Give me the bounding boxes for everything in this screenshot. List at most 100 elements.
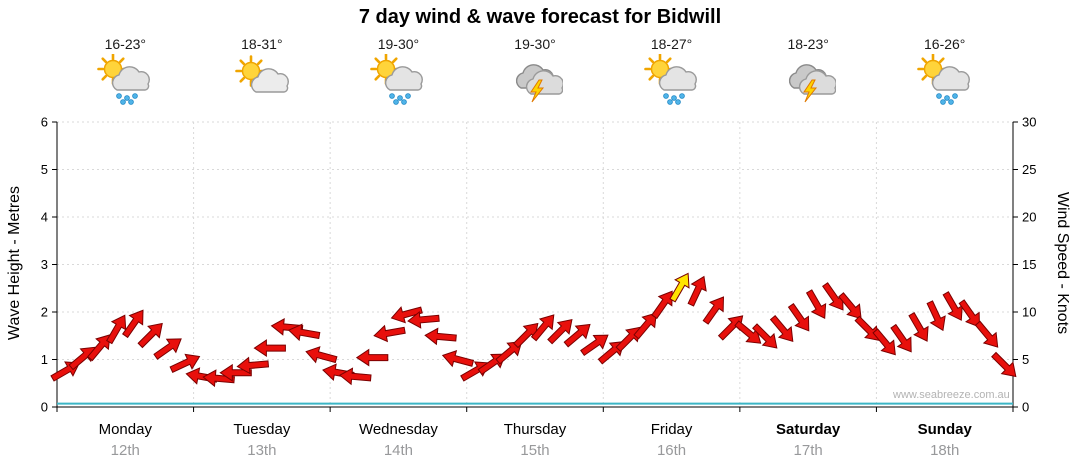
day-headers-row: 16-23° 18-31° 19-30° 19-30° 18-27° 18-23° 16-2…: [0, 36, 1080, 122]
wind-arrow: [305, 346, 338, 364]
wind-arrow-shape: [424, 327, 457, 346]
wind-arrow-shape: [390, 306, 423, 324]
wind-arrow-shape: [563, 323, 591, 348]
x-axis-day: Wednesday 14th: [328, 421, 468, 459]
wind-arrow-shape: [991, 351, 1017, 378]
day-name: Tuesday: [233, 421, 291, 438]
day-header: 19-30°: [475, 36, 595, 113]
wind-arrow: [787, 302, 810, 332]
wind-arrow-shape: [734, 320, 762, 344]
wind-arrow: [563, 323, 591, 348]
wind-arrow: [287, 323, 321, 342]
right-tick-label: 15: [1022, 257, 1036, 272]
left-tick-label: 6: [41, 115, 48, 130]
right-tick-label: 0: [1022, 400, 1029, 415]
wind-arrow-shape: [355, 348, 389, 367]
wind-arrow-shape: [838, 292, 862, 320]
day-name: Thursday: [503, 421, 567, 438]
highlight-wind-arrow: [669, 272, 690, 303]
day-date: 13th: [247, 442, 277, 459]
x-axis-day: Monday 12th: [55, 421, 195, 459]
wind-arrow: [805, 289, 827, 320]
wind-arrows: [50, 272, 1017, 388]
left-tick-label: 3: [41, 257, 48, 272]
wind-arrow: [495, 341, 523, 365]
right-axis-label: Wind Speed - Knots: [1054, 191, 1071, 335]
wind-arrow: [547, 319, 573, 345]
wind-arrow-shape: [974, 320, 999, 348]
sun-cloud-rain-icon: [612, 54, 732, 113]
sun-cloud-rain-icon: [338, 54, 458, 113]
wind-arrow-shape: [787, 302, 810, 332]
day-header: 19-30°: [338, 36, 458, 113]
day-name: Sunday: [917, 421, 972, 438]
wind-arrow: [390, 306, 423, 324]
wind-arrow-shape: [530, 314, 555, 342]
wind-arrow: [734, 320, 762, 344]
day-date: 17th: [793, 442, 823, 459]
wind-arrow-shape: [153, 338, 182, 360]
day-date: 12th: [110, 442, 140, 459]
gridlines: [57, 121, 1013, 407]
wind-arrow-shape: [580, 334, 609, 357]
wind-arrow-shape: [926, 300, 946, 332]
left-tick-label: 4: [41, 210, 48, 225]
wind-arrow: [338, 367, 372, 386]
day-header: 16-26°: [885, 36, 1005, 113]
wind-arrow: [942, 291, 963, 321]
wind-arrow: [872, 328, 896, 356]
day-header: 18-27°: [612, 36, 732, 113]
left-tick-label: 0: [41, 400, 48, 415]
wind-arrow: [137, 322, 163, 349]
day-date: 16th: [656, 442, 687, 459]
wind-arrow: [355, 348, 389, 367]
left-tick-label: 2: [41, 305, 48, 320]
wind-arrow: [838, 292, 862, 320]
wind-arrow-shape: [958, 299, 980, 328]
wind-arrow-shape: [687, 275, 707, 307]
wind-arrow: [530, 314, 555, 342]
wind-arrow-shape: [547, 319, 573, 345]
day-date: 18th: [930, 442, 960, 459]
storm-icon: [475, 54, 595, 113]
wind-arrow-shape: [908, 312, 929, 342]
wind-arrow-shape: [236, 356, 270, 375]
wind-arrow-shape: [669, 272, 690, 303]
wind-arrow: [441, 349, 475, 368]
axes: 0 1 2 3 4 5 6 0 5 10 15 20 25 30: [41, 115, 1037, 415]
wind-arrow: [407, 311, 440, 329]
x-axis-day: Tuesday 13th: [192, 421, 332, 459]
wind-arrow-shape: [890, 323, 912, 353]
wind-arrow: [890, 323, 912, 353]
wind-arrow: [633, 312, 657, 340]
day-header: 16-23°: [65, 36, 185, 113]
sun-cloud-icon: [202, 54, 322, 113]
wind-arrow: [974, 320, 999, 348]
day-name: Monday: [98, 421, 152, 438]
x-axis-day: Friday 16th: [602, 421, 742, 459]
wind-arrow: [153, 338, 182, 360]
wind-arrow-shape: [633, 312, 657, 340]
wind-arrow-shape: [253, 339, 286, 358]
wind-arrow-shape: [854, 315, 880, 342]
wind-arrow: [958, 299, 980, 328]
storm-icon: [748, 54, 868, 113]
right-tick-label: 30: [1022, 115, 1036, 130]
wind-arrow: [908, 312, 929, 342]
wind-arrow: [752, 323, 778, 349]
wind-arrow: [106, 314, 127, 345]
wind-arrow-shape: [338, 367, 372, 386]
day-header: 18-23°: [748, 36, 868, 113]
wind-arrow-shape: [942, 291, 963, 321]
right-tick-label: 25: [1022, 162, 1036, 177]
x-axis-day: Thursday 15th: [465, 421, 605, 459]
right-tick-label: 20: [1022, 210, 1036, 225]
day-name: Wednesday: [358, 421, 438, 438]
wind-arrow: [991, 351, 1017, 378]
wind-arrow: [854, 315, 880, 342]
wind-arrow: [253, 339, 286, 358]
wind-arrow: [373, 324, 406, 343]
left-tick-label: 1: [41, 352, 48, 367]
